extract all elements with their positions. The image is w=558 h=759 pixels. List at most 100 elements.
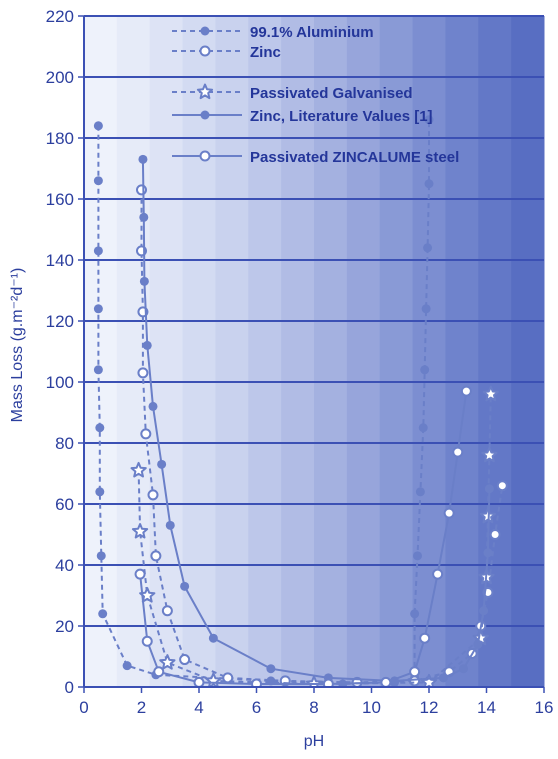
data-point (423, 243, 433, 253)
background-band (346, 16, 381, 687)
data-point (179, 654, 191, 666)
legend-marker (196, 83, 214, 100)
background-band (511, 16, 545, 687)
legend: 99.1% Aluminium Zinc Passivated Galvanised… (172, 24, 459, 166)
y-axis-label: Mass Loss (g.m⁻²d⁻¹) (9, 268, 26, 423)
data-point (409, 675, 421, 687)
data-point (266, 664, 276, 674)
data-point (479, 606, 489, 616)
background-band (314, 16, 348, 687)
x-tick-label: 8 (309, 698, 318, 717)
data-point (180, 581, 190, 591)
data-point (452, 446, 464, 458)
axes: 0 20 40 60 80 100 120 140 160 180 200 220 0 2 4 6 8 10 12 1… (46, 7, 554, 717)
data-point (140, 428, 152, 440)
x-axis-label: pH (304, 733, 324, 750)
x-tick-label: 0 (79, 698, 88, 717)
legend-label: Zinc (250, 44, 281, 61)
legend-label: 99.1% Aluminium (250, 24, 374, 41)
data-point (473, 639, 483, 649)
data-point (380, 676, 392, 687)
data-point (415, 487, 425, 497)
background-band (248, 16, 282, 687)
legend-marker (200, 110, 210, 120)
data-point (482, 385, 499, 402)
background-band (379, 16, 414, 687)
data-point (481, 446, 498, 463)
data-point (409, 666, 421, 678)
y-tick-label: 40 (55, 556, 74, 575)
data-point (93, 246, 103, 256)
data-point (419, 632, 431, 644)
data-point (496, 480, 508, 492)
legend-marker (200, 26, 210, 36)
y-tick-label: 200 (46, 68, 74, 87)
series-group (93, 115, 508, 687)
data-point (159, 654, 176, 670)
data-point (137, 367, 149, 379)
data-point (150, 550, 162, 562)
background-band (116, 16, 151, 687)
data-point (438, 673, 448, 683)
series-line (141, 159, 491, 682)
x-tick-label: 14 (477, 698, 496, 717)
data-point (459, 664, 468, 674)
data-point (139, 276, 149, 286)
x-tick-label: 4 (194, 698, 203, 717)
data-point (424, 115, 434, 125)
data-point (193, 676, 205, 687)
y-tick-label: 140 (46, 251, 74, 270)
background-band (84, 16, 118, 687)
data-point (165, 520, 175, 530)
data-point (432, 568, 444, 580)
data-point (251, 678, 262, 687)
data-point (93, 304, 103, 314)
series-4 (138, 154, 494, 686)
background-band (445, 16, 479, 687)
legend-label: Passivated Galvanised (250, 85, 413, 102)
background-band (215, 16, 249, 687)
data-point (96, 551, 106, 561)
data-point (460, 385, 472, 397)
series-line (97, 119, 430, 685)
legend-label: Passivated ZINCALUME steel (250, 149, 459, 166)
data-point (93, 121, 103, 131)
data-point (443, 507, 455, 519)
legend-marker (199, 150, 211, 162)
background-band (478, 16, 512, 687)
data-point (483, 548, 493, 558)
data-point (410, 609, 420, 619)
x-tick-label: 12 (420, 698, 439, 717)
series-5 (134, 385, 472, 687)
data-point (134, 568, 146, 580)
data-point (153, 666, 165, 678)
y-tick-label: 0 (65, 678, 74, 697)
y-tick-label: 20 (55, 617, 74, 636)
data-point (98, 609, 108, 619)
plot-background (84, 16, 545, 687)
data-point (418, 423, 428, 433)
data-point (138, 154, 148, 164)
x-tick-label: 6 (252, 698, 261, 717)
background-band (149, 16, 184, 687)
y-tick-label: 60 (55, 495, 74, 514)
data-point (489, 529, 501, 540)
background-band (182, 16, 216, 687)
y-tick-label: 220 (46, 7, 74, 26)
y-tick-label: 100 (46, 373, 74, 392)
data-point (208, 633, 218, 643)
data-point (93, 176, 103, 186)
y-tick-label: 80 (55, 434, 74, 453)
x-tick-label: 2 (137, 698, 146, 717)
data-point (131, 523, 149, 539)
grid-lines (84, 15, 544, 688)
data-point (130, 461, 147, 478)
data-point (148, 401, 158, 411)
data-point (147, 489, 159, 501)
legend-label: Zinc, Literature Values [1] (250, 108, 433, 125)
data-point (157, 459, 167, 469)
data-point (139, 212, 149, 222)
data-point (136, 184, 147, 196)
